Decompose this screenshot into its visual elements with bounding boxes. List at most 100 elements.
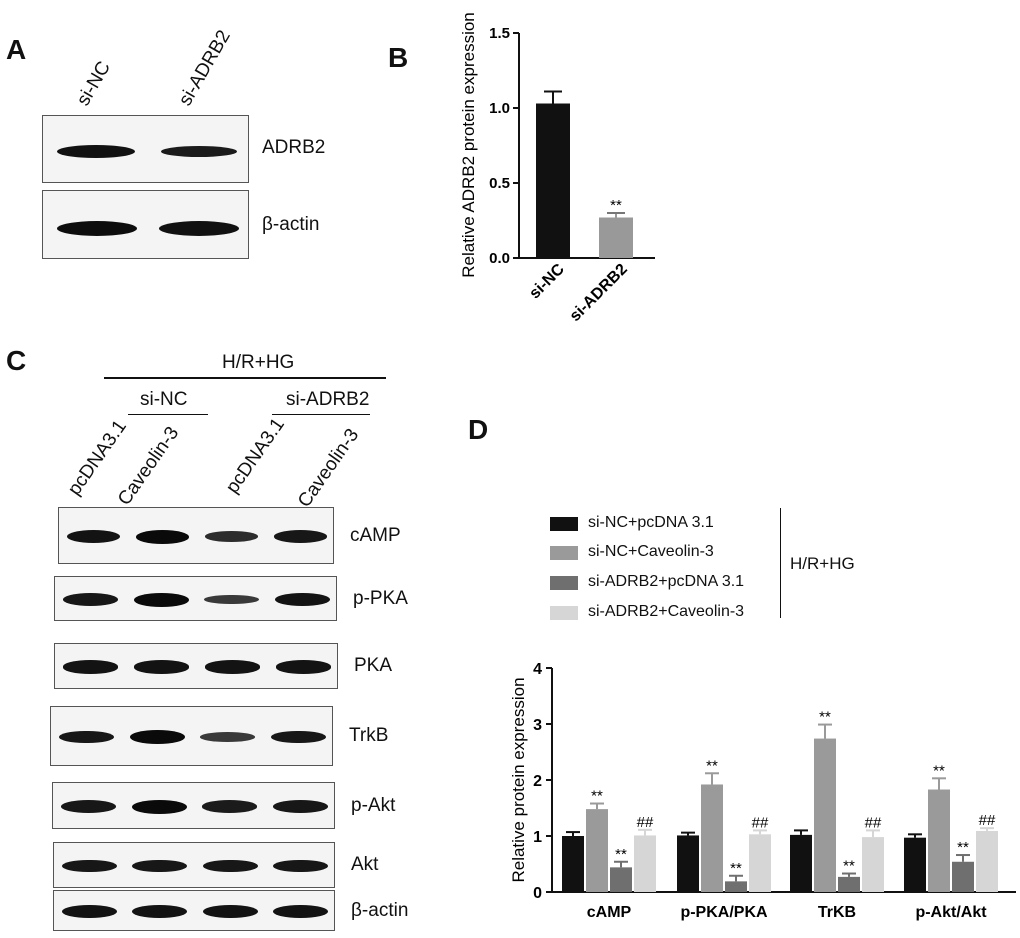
- western-blot-p-pka: [54, 576, 337, 621]
- blot-band: [204, 531, 259, 542]
- bar: [586, 809, 608, 892]
- western-blot-camp: [58, 507, 334, 564]
- protein-label: cAMP: [350, 524, 401, 546]
- protein-label: β-actin: [351, 899, 409, 921]
- panel-c-lane-label: Caveolin-3: [293, 424, 364, 512]
- blot-band: [66, 529, 121, 544]
- y-tick-label: 3: [533, 717, 542, 734]
- blot-band: [131, 799, 187, 814]
- significance-mark: ##: [979, 812, 996, 829]
- protein-label: p-PKA: [353, 587, 408, 609]
- blot-band: [275, 592, 331, 607]
- blot-band: [273, 859, 329, 873]
- blot-band: [57, 145, 135, 158]
- blot-band: [61, 859, 117, 873]
- panel-letter-b: B: [388, 42, 409, 73]
- group-line-si-nc: [128, 414, 208, 415]
- bar: [838, 876, 860, 892]
- blot-band: [202, 859, 258, 873]
- legend-swatch: [550, 606, 578, 620]
- blot-band: [129, 730, 185, 744]
- blot-band: [62, 660, 119, 674]
- protein-label: p-Akt: [351, 794, 396, 816]
- legend-swatch: [550, 576, 578, 590]
- panel-letter-a: A: [6, 34, 27, 65]
- blot-band: [135, 529, 190, 544]
- panel-letter-c: C: [6, 345, 27, 376]
- significance-mark: **: [843, 858, 855, 875]
- significance-mark: ##: [752, 814, 769, 831]
- blot-band: [60, 800, 116, 813]
- blot-band: [133, 660, 190, 674]
- x-tick-label: p-PKA/PKA: [680, 904, 768, 921]
- panel-c-lane-label: pcDNA3.1: [221, 414, 289, 498]
- significance-mark: ##: [865, 814, 882, 831]
- group-label-si-nc: si-NC: [140, 389, 188, 410]
- significance-mark: **: [610, 197, 622, 214]
- condition-bracket-line: [104, 377, 386, 379]
- legend-group-label: H/R+HG: [790, 554, 855, 573]
- blot-band: [61, 904, 117, 919]
- significance-mark: **: [730, 860, 742, 877]
- blot-band: [202, 800, 258, 813]
- x-tick-label: p-Akt/Akt: [915, 904, 987, 921]
- bar: [725, 881, 747, 892]
- bar: [928, 789, 950, 892]
- legend-d: si-NC+pcDNA 3.1 si-NC+Caveolin-3 si-ADRB…: [550, 510, 780, 625]
- blot-band: [132, 904, 188, 919]
- blot-band: [58, 730, 114, 744]
- bar: [814, 738, 836, 892]
- significance-mark: **: [615, 846, 627, 863]
- panel-a-lane-label: si-NC: [72, 57, 115, 110]
- protein-label: ADRB2: [262, 137, 326, 158]
- blot-band: [275, 660, 332, 674]
- bar: [790, 834, 812, 892]
- legend-swatch: [550, 517, 578, 531]
- significance-mark: **: [706, 757, 718, 774]
- condition-label: H/R+HG: [222, 352, 295, 373]
- western-blot-adrb2: [42, 115, 249, 183]
- blot-band: [57, 221, 137, 236]
- blot-band: [204, 660, 261, 674]
- x-tick-label: TrKB: [818, 904, 856, 921]
- x-tick-label: si-ADRB2: [567, 261, 631, 325]
- y-tick-label: 2: [533, 773, 542, 790]
- y-tick-label: 1: [533, 829, 542, 846]
- blot-band: [200, 732, 256, 742]
- bar: [862, 837, 884, 892]
- y-tick-label: 0.5: [489, 175, 510, 192]
- significance-mark: **: [957, 839, 969, 856]
- blot-band: [273, 800, 329, 813]
- chart-d: 0 1 2 3 4 Relative protein expression ** ** ## cA…: [509, 661, 1016, 921]
- y-tick-label: 1.0: [489, 100, 510, 117]
- significance-mark: **: [933, 762, 945, 779]
- blot-band: [273, 530, 328, 543]
- chart-b: 0.0 0.5 1.0 1.5 Relative ADRB2 protein expre…: [459, 12, 655, 325]
- x-tick-label: si-NC: [526, 260, 568, 302]
- bar: [904, 837, 926, 892]
- bar: [634, 835, 656, 892]
- western-blot-p-akt: [52, 782, 335, 829]
- western-blot-beta-actin: [42, 190, 249, 259]
- blot-band: [273, 904, 329, 919]
- bar: [677, 835, 699, 892]
- western-blot-akt: [53, 842, 335, 888]
- group-label-si-adrb2: si-ADRB2: [286, 389, 370, 410]
- legend-label: si-ADRB2+pcDNA 3.1: [588, 573, 745, 590]
- bar: [562, 836, 584, 892]
- significance-mark: **: [591, 788, 603, 805]
- legend-label: si-ADRB2+Caveolin-3: [588, 603, 745, 620]
- y-tick-label: 0: [533, 885, 542, 902]
- group-line-si-adrb2: [272, 414, 370, 415]
- legend-label: si-NC+Caveolin-3: [588, 543, 714, 560]
- y-axis-label: Relative protein expression: [509, 677, 528, 882]
- bar: [599, 217, 633, 258]
- y-tick-label: 4: [533, 661, 542, 678]
- western-blot--actin: [53, 890, 335, 931]
- y-tick-label: 0.0: [489, 250, 510, 267]
- blot-band: [202, 904, 258, 919]
- protein-label: TrkB: [349, 725, 389, 746]
- y-axis-label: Relative ADRB2 protein expression: [459, 12, 478, 278]
- blot-band: [161, 146, 237, 157]
- x-tick-label: cAMP: [587, 904, 632, 921]
